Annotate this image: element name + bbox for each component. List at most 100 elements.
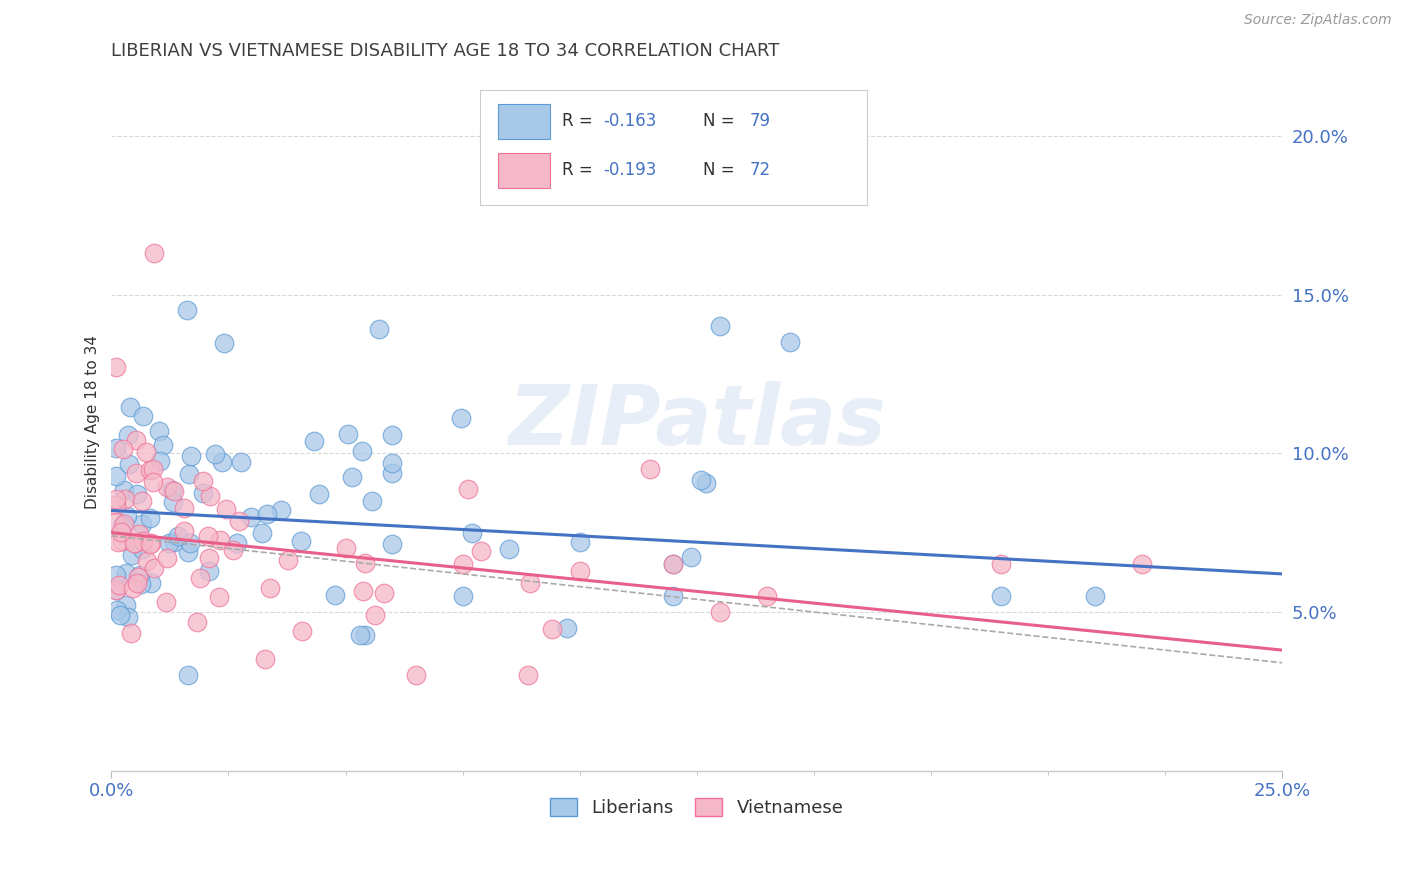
Point — [167, 528, 190, 542]
Point — [689, 473, 711, 487]
Point — [114, 599, 136, 613]
Point — [519, 576, 541, 591]
Point — [117, 609, 139, 624]
Point — [105, 515, 128, 529]
Point — [360, 493, 382, 508]
Point — [277, 553, 299, 567]
Point — [149, 454, 172, 468]
Point — [335, 541, 357, 555]
Legend: Liberians, Vietnamese: Liberians, Vietnamese — [543, 790, 851, 824]
Point — [162, 483, 184, 497]
Point — [131, 517, 153, 532]
Point — [254, 652, 277, 666]
Point — [373, 586, 395, 600]
Point — [114, 566, 136, 580]
Point — [353, 584, 375, 599]
Point — [498, 541, 520, 556]
Text: ZIPatlas: ZIPatlas — [508, 381, 886, 462]
Text: R =: R = — [562, 161, 598, 179]
Point — [308, 487, 330, 501]
Text: N =: N = — [703, 112, 740, 130]
Point — [204, 447, 226, 461]
Point — [177, 668, 200, 682]
Point — [132, 409, 155, 424]
Point — [541, 623, 564, 637]
Point — [121, 581, 143, 595]
Point — [709, 319, 731, 334]
Point — [193, 474, 215, 488]
Point — [142, 475, 165, 490]
Point — [105, 359, 128, 374]
Text: LIBERIAN VS VIETNAMESE DISABILITY AGE 18 TO 34 CORRELATION CHART: LIBERIAN VS VIETNAMESE DISABILITY AGE 18… — [111, 42, 780, 60]
Point — [451, 589, 474, 603]
Point — [1084, 589, 1107, 603]
Point — [381, 466, 404, 480]
Point — [215, 501, 238, 516]
Point — [117, 458, 139, 472]
Point — [105, 582, 128, 597]
Point — [336, 427, 359, 442]
Point — [125, 466, 148, 480]
Point — [250, 526, 273, 541]
Point — [179, 535, 201, 549]
Point — [191, 486, 214, 500]
Point — [457, 482, 479, 496]
Point — [208, 590, 231, 604]
Point — [662, 589, 685, 603]
Point — [353, 557, 375, 571]
Point — [156, 480, 179, 494]
Point — [105, 603, 128, 617]
Point — [197, 529, 219, 543]
Point — [129, 577, 152, 591]
Point — [177, 545, 200, 559]
Point — [125, 433, 148, 447]
Point — [131, 542, 153, 557]
Point — [136, 554, 159, 568]
Point — [173, 524, 195, 538]
Point — [105, 442, 128, 456]
Point — [229, 455, 252, 469]
Point — [114, 491, 136, 506]
Point — [111, 533, 134, 548]
Point — [709, 605, 731, 619]
Point — [662, 558, 685, 572]
Point — [105, 468, 128, 483]
Point — [152, 438, 174, 452]
Point — [352, 444, 374, 458]
Point — [256, 507, 278, 521]
Point — [270, 503, 292, 517]
Point — [323, 588, 346, 602]
Point — [340, 470, 363, 484]
Point — [176, 303, 198, 318]
Point — [198, 551, 221, 566]
Point — [131, 494, 153, 508]
Point — [302, 434, 325, 448]
Point — [461, 525, 484, 540]
Point — [139, 535, 162, 549]
Point — [662, 558, 685, 572]
Point — [239, 509, 262, 524]
Point — [139, 463, 162, 477]
Point — [212, 335, 235, 350]
Point — [259, 581, 281, 595]
Point — [638, 462, 661, 476]
FancyBboxPatch shape — [498, 103, 550, 139]
Point — [120, 626, 142, 640]
Point — [451, 558, 474, 572]
Point — [354, 628, 377, 642]
Point — [139, 511, 162, 525]
Point — [115, 508, 138, 523]
Point — [516, 668, 538, 682]
Point — [110, 524, 132, 539]
FancyBboxPatch shape — [498, 153, 550, 187]
Point — [180, 450, 202, 464]
Point — [122, 535, 145, 549]
Point — [129, 567, 152, 582]
Text: N =: N = — [703, 161, 740, 179]
Point — [679, 550, 702, 565]
Point — [156, 551, 179, 566]
Point — [291, 624, 314, 638]
Point — [568, 535, 591, 549]
Text: Source: ZipAtlas.com: Source: ZipAtlas.com — [1244, 13, 1392, 28]
Point — [209, 533, 232, 547]
